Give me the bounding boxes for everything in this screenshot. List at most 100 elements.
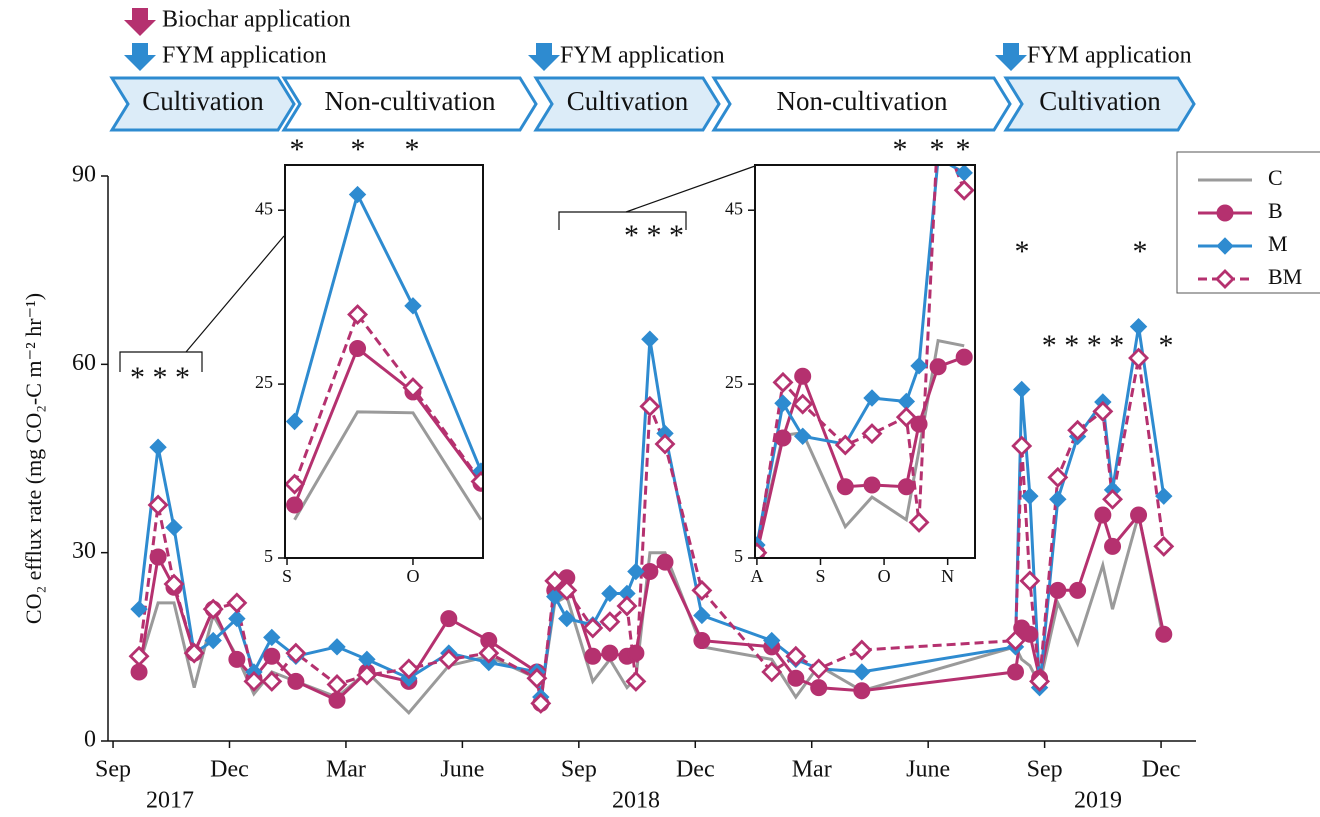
significance-mark: *	[290, 133, 305, 166]
legend-marker	[1216, 204, 1234, 222]
data-point	[599, 611, 621, 633]
data-point	[1007, 663, 1025, 681]
data-point	[263, 647, 281, 665]
data-point	[202, 598, 224, 620]
data-point	[584, 647, 602, 665]
data-point	[438, 648, 460, 670]
y-tick-label: 0	[84, 727, 96, 753]
data-point	[836, 478, 854, 496]
x-group-label: 2018	[612, 788, 660, 814]
data-point	[328, 638, 346, 656]
data-point	[149, 548, 167, 566]
data-point	[128, 645, 150, 667]
data-point	[285, 642, 307, 664]
data-point	[639, 395, 661, 417]
event-arrow	[528, 43, 560, 71]
plot-area	[755, 165, 975, 558]
x-tick-label: Dec	[1142, 757, 1181, 783]
event-label: FYM application	[1027, 43, 1192, 69]
data-point	[226, 592, 248, 614]
event-arrow	[124, 8, 156, 36]
data-point	[1094, 506, 1112, 524]
phase-chevron	[533, 76, 721, 132]
data-point	[440, 610, 458, 628]
x-tick-label: Dec	[210, 757, 249, 783]
inset-background	[285, 165, 483, 558]
inset-frame	[754, 164, 976, 559]
data-point	[863, 389, 881, 407]
significance-mark: *	[956, 133, 971, 166]
data-point	[285, 473, 306, 495]
data-point	[349, 339, 367, 357]
phase-chevron	[1003, 76, 1196, 132]
series-line	[755, 165, 966, 554]
data-point	[774, 394, 792, 412]
data-point	[794, 367, 812, 385]
data-point	[785, 645, 807, 667]
x-tick-label: S	[815, 566, 825, 586]
x-tick-label: N	[941, 566, 954, 586]
legend-label: B	[1268, 198, 1283, 223]
legend-label: M	[1268, 231, 1288, 256]
legend-box	[1176, 151, 1320, 294]
legend-marker	[1216, 237, 1234, 255]
data-point	[808, 658, 830, 680]
significance-mark: *	[1133, 235, 1148, 268]
phase-label: Non-cultivation	[325, 86, 496, 116]
data-point	[147, 494, 169, 516]
x-tick-label: O	[878, 566, 891, 586]
data-point	[691, 579, 713, 601]
phase-chevron	[711, 76, 1012, 132]
data-point	[1129, 317, 1148, 336]
data-point	[404, 297, 422, 315]
x-tick-label: Dec	[676, 757, 715, 783]
data-point	[1019, 570, 1041, 592]
significance-mark: * * * *	[1042, 329, 1125, 362]
data-point	[601, 584, 619, 603]
phase-label: Cultivation	[142, 86, 264, 116]
data-point	[1049, 581, 1067, 599]
data-point	[897, 478, 915, 496]
data-point	[470, 471, 483, 492]
x-tick-label: O	[406, 566, 419, 586]
data-point	[693, 606, 711, 625]
connector	[625, 165, 756, 213]
phase-chevron	[109, 76, 296, 132]
connector	[185, 235, 285, 353]
phase-label: Cultivation	[567, 86, 689, 116]
y-tick-label: 30	[72, 538, 96, 564]
data-point	[263, 628, 281, 647]
data-point	[1104, 537, 1122, 555]
data-point	[582, 617, 604, 639]
significance-mark: *	[405, 133, 420, 166]
data-point	[774, 429, 792, 447]
data-point	[287, 672, 305, 690]
data-point	[601, 644, 619, 662]
data-point	[761, 661, 783, 683]
data-point	[787, 669, 805, 687]
data-point	[910, 357, 928, 375]
data-point	[955, 348, 973, 366]
event-arrow	[124, 43, 156, 71]
phase-chevron	[281, 76, 538, 132]
data-point	[544, 570, 566, 592]
data-point	[558, 609, 576, 628]
data-point	[908, 511, 930, 533]
y-axis-label: CO₂ efflux rate (mg CO₂-C m⁻² hr⁻¹)	[21, 293, 46, 624]
y-tick-label: 5	[734, 546, 743, 566]
y-tick-label: 60	[72, 350, 96, 376]
data-point	[1128, 347, 1150, 369]
data-point	[1021, 487, 1039, 505]
data-point	[834, 434, 856, 456]
series-line	[293, 346, 483, 506]
data-point	[895, 406, 917, 428]
data-point	[130, 600, 148, 618]
data-point	[261, 670, 283, 692]
inset-frame	[284, 164, 484, 559]
data-point	[755, 542, 768, 558]
data-point	[1049, 490, 1067, 509]
data-point	[853, 682, 871, 700]
x-tick-label: June	[906, 757, 950, 783]
data-point	[654, 433, 676, 455]
